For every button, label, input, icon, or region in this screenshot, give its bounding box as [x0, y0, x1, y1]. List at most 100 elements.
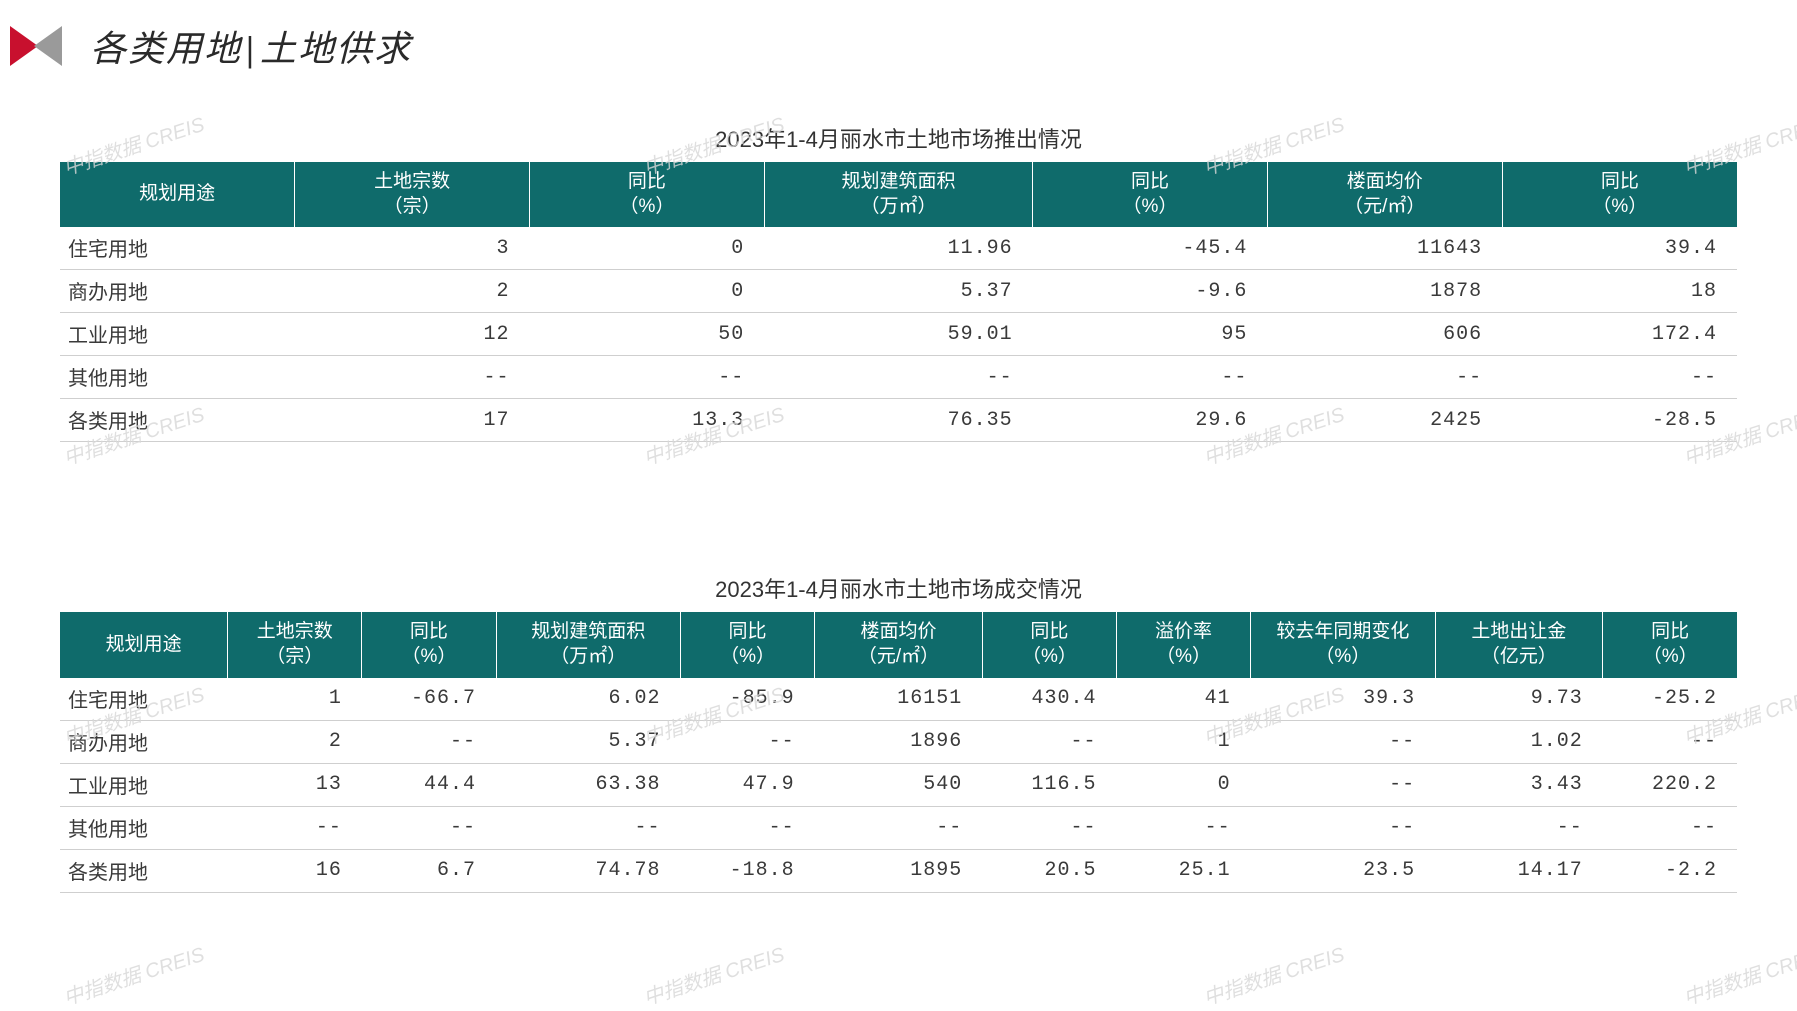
col-header: 同比（%） — [1603, 612, 1737, 677]
cell-value: 2425 — [1267, 399, 1502, 442]
cell-value: 9.73 — [1435, 678, 1603, 721]
cell-value: -- — [680, 806, 814, 849]
title-part2: 土地供求 — [260, 29, 412, 69]
cell-value: 11643 — [1267, 227, 1502, 270]
cell-value: -9.6 — [1033, 270, 1268, 313]
cell-value: 5.37 — [764, 270, 1032, 313]
table-row: 工业用地1344.463.3847.9540116.50--3.43220.2 — [60, 763, 1737, 806]
table1-title: 2023年1-4月丽水市土地市场推出情况 — [60, 122, 1737, 154]
cell-value: 23.5 — [1251, 849, 1435, 892]
cell-value: -- — [1251, 763, 1435, 806]
table2-header-row: 规划用途土地宗数（宗）同比（%）规划建筑面积（万㎡）同比（%）楼面均价（元/㎡）… — [60, 612, 1737, 677]
cell-value: -28.5 — [1502, 399, 1737, 442]
table-row: 工业用地125059.0195606172.4 — [60, 313, 1737, 356]
cell-value: 25.1 — [1116, 849, 1250, 892]
col-header: 楼面均价（元/㎡） — [815, 612, 983, 677]
row-label: 工业用地 — [60, 763, 228, 806]
col-header: 同比（%） — [1033, 162, 1268, 227]
cell-value: -- — [362, 806, 496, 849]
cell-value: 20.5 — [982, 849, 1116, 892]
table-row: 各类用地166.774.78-18.8189520.525.123.514.17… — [60, 849, 1737, 892]
cell-value: -25.2 — [1603, 678, 1737, 721]
cell-value: 0 — [530, 270, 765, 313]
cell-value: -- — [982, 720, 1116, 763]
title-separator: | — [246, 29, 256, 69]
watermark-text: 中指数据 CREIS — [59, 938, 207, 1011]
cell-value: 6.02 — [496, 678, 680, 721]
cell-value: 116.5 — [982, 763, 1116, 806]
cell-value: -- — [764, 356, 1032, 399]
cell-value: -2.2 — [1603, 849, 1737, 892]
cell-value: 2 — [228, 720, 362, 763]
table-row: 商办用地2--5.37--1896--1--1.02-- — [60, 720, 1737, 763]
col-header: 规划建筑面积（万㎡） — [764, 162, 1032, 227]
cell-value: 1878 — [1267, 270, 1502, 313]
table2-title: 2023年1-4月丽水市土地市场成交情况 — [60, 572, 1737, 604]
cell-value: 29.6 — [1033, 399, 1268, 442]
row-label: 其他用地 — [60, 356, 295, 399]
cell-value: 0 — [1116, 763, 1250, 806]
cell-value: 5.37 — [496, 720, 680, 763]
cell-value: -- — [1251, 720, 1435, 763]
cell-value: 1895 — [815, 849, 983, 892]
cell-value: 606 — [1267, 313, 1502, 356]
content-area: 2023年1-4月丽水市土地市场推出情况 规划用途土地宗数（宗）同比（%）规划建… — [0, 122, 1797, 893]
col-header: 同比（%） — [982, 612, 1116, 677]
cell-value: -- — [680, 720, 814, 763]
col-header: 同比（%） — [362, 612, 496, 677]
cell-value: 95 — [1033, 313, 1268, 356]
row-label: 各类用地 — [60, 849, 228, 892]
table-row: 其他用地------------ — [60, 356, 1737, 399]
col-header: 同比（%） — [530, 162, 765, 227]
cell-value: 59.01 — [764, 313, 1032, 356]
cell-value: 11.96 — [764, 227, 1032, 270]
cell-value: 1 — [1116, 720, 1250, 763]
table-supply: 规划用途土地宗数（宗）同比（%）规划建筑面积（万㎡）同比（%）楼面均价（元/㎡）… — [60, 162, 1737, 442]
cell-value: 0 — [530, 227, 765, 270]
col-header: 土地出让金（亿元） — [1435, 612, 1603, 677]
row-label: 工业用地 — [60, 313, 295, 356]
row-label: 其他用地 — [60, 806, 228, 849]
cell-value: 3 — [295, 227, 530, 270]
cell-value: 47.9 — [680, 763, 814, 806]
cell-value: -45.4 — [1033, 227, 1268, 270]
page-header: 各类用地|土地供求 — [0, 0, 1797, 72]
cell-value: 16151 — [815, 678, 983, 721]
cell-value: -- — [1267, 356, 1502, 399]
cell-value: 39.4 — [1502, 227, 1737, 270]
cell-value: 13.3 — [530, 399, 765, 442]
col-header: 土地宗数（宗） — [295, 162, 530, 227]
col-header: 溢价率（%） — [1116, 612, 1250, 677]
table-row: 住宅用地3011.96-45.41164339.4 — [60, 227, 1737, 270]
col-header: 规划建筑面积（万㎡） — [496, 612, 680, 677]
cell-value: 6.7 — [362, 849, 496, 892]
cell-value: -- — [1435, 806, 1603, 849]
cell-value: 1 — [228, 678, 362, 721]
page-title: 各类用地|土地供求 — [90, 20, 412, 72]
cell-value: 76.35 — [764, 399, 1032, 442]
cell-value: 39.3 — [1251, 678, 1435, 721]
row-label: 住宅用地 — [60, 227, 295, 270]
cell-value: 1.02 — [1435, 720, 1603, 763]
cell-value: -- — [496, 806, 680, 849]
table-row: 商办用地205.37-9.6187818 — [60, 270, 1737, 313]
title-part1: 各类用地 — [90, 29, 242, 69]
cell-value: 63.38 — [496, 763, 680, 806]
row-label: 各类用地 — [60, 399, 295, 442]
cell-value: -- — [815, 806, 983, 849]
cell-value: -- — [1251, 806, 1435, 849]
col-header: 同比（%） — [1502, 162, 1737, 227]
cell-value: 14.17 — [1435, 849, 1603, 892]
cell-value: 540 — [815, 763, 983, 806]
cell-value: 220.2 — [1603, 763, 1737, 806]
cell-value: -- — [1033, 356, 1268, 399]
cell-value: 172.4 — [1502, 313, 1737, 356]
cell-value: -85.9 — [680, 678, 814, 721]
cell-value: 17 — [295, 399, 530, 442]
cell-value: -66.7 — [362, 678, 496, 721]
cell-value: -- — [228, 806, 362, 849]
col-header: 较去年同期变化（%） — [1251, 612, 1435, 677]
cell-value: 74.78 — [496, 849, 680, 892]
col-header: 规划用途 — [60, 162, 295, 227]
cell-value: -- — [1603, 720, 1737, 763]
